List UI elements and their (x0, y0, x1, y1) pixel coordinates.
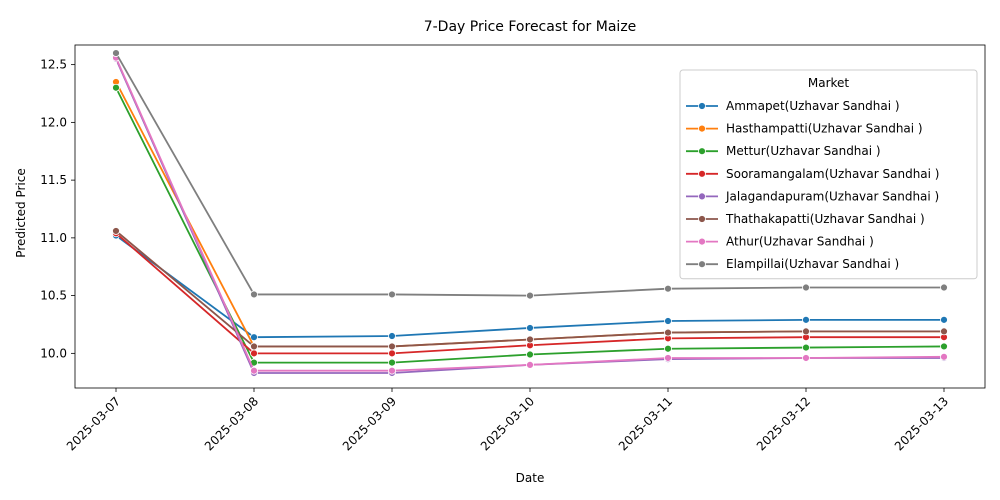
data-point (526, 335, 534, 344)
legend-item: Thathakapatti(Uzhavar Sandhai ) (686, 212, 925, 226)
series-3 (112, 229, 948, 358)
data-point (112, 227, 120, 235)
x-tick-label: 2025-03-08 (202, 394, 261, 453)
data-point (802, 354, 810, 362)
legend-label: Sooramangalam(Uzhavar Sandhai ) (726, 167, 940, 181)
series-7 (112, 49, 948, 300)
legend-label: Mettur(Uzhavar Sandhai ) (726, 144, 881, 158)
y-tick-label: 10.5 (40, 289, 67, 303)
x-axis: 2025-03-07 2025-03-08 2025-03-09 2025-03-10… (64, 388, 951, 453)
legend: Market Ammapet(Uzhavar Sandhai ) Hasthampa… (679, 69, 978, 280)
legend-item: Hasthampatti(Uzhavar Sandhai ) (686, 122, 923, 136)
data-point (526, 350, 534, 359)
y-axis: 10.0 10.5 11.0 11.5 12.0 12.5 (40, 58, 75, 360)
legend-marker (698, 169, 706, 178)
legend-box (679, 69, 978, 280)
data-point (250, 333, 258, 342)
legend-marker (698, 237, 706, 246)
data-point (664, 328, 672, 337)
data-point (388, 290, 396, 299)
series-2 (112, 83, 948, 367)
data-point (940, 283, 948, 292)
data-point (388, 332, 396, 340)
data-point (112, 49, 120, 57)
legend-marker (698, 124, 706, 133)
data-point (388, 349, 396, 358)
y-tick-label: 12.0 (40, 115, 67, 129)
legend-marker (698, 260, 706, 269)
data-point (940, 352, 948, 361)
x-tick-label: 2025-03-12 (754, 394, 813, 453)
y-tick-label: 10.0 (40, 346, 67, 360)
series-6 (112, 53, 948, 375)
data-point (526, 291, 534, 300)
data-point (940, 315, 948, 324)
data-point (802, 343, 810, 352)
legend-item: Mettur(Uzhavar Sandhai ) (686, 144, 881, 158)
data-point (388, 366, 396, 375)
data-point (664, 344, 672, 353)
data-point (940, 342, 948, 351)
series-5 (112, 227, 948, 351)
data-point (802, 315, 810, 324)
data-point (664, 317, 672, 325)
data-point (802, 327, 810, 336)
plot-area (74, 44, 986, 389)
data-point (664, 354, 672, 362)
y-tick-label: 12.5 (40, 58, 67, 72)
chart-title: 7-Day Price Forecast for Maize (424, 19, 637, 35)
data-point (250, 342, 258, 351)
legend-marker (698, 192, 706, 201)
legend-item: Ammapet(Uzhavar Sandhai ) (686, 99, 900, 113)
series-0 (112, 231, 948, 342)
y-axis-label: Predicted Price (14, 168, 28, 257)
data-point (802, 283, 810, 292)
x-tick-label: 2025-03-09 (340, 394, 399, 453)
data-point (388, 358, 396, 367)
legend-marker (698, 215, 706, 223)
x-axis-label: Date (516, 471, 545, 485)
legend-item: Elampillai(Uzhavar Sandhai ) (686, 257, 899, 271)
x-tick-label: 2025-03-07 (64, 394, 123, 453)
x-tick-label: 2025-03-11 (616, 394, 675, 453)
y-tick-label: 11.5 (40, 173, 67, 187)
legend-label: Thathakapatti(Uzhavar Sandhai ) (725, 212, 925, 226)
data-point (112, 83, 120, 92)
legend-item: Jalagandapuram(Uzhavar Sandhai ) (686, 189, 939, 203)
x-tick-label: 2025-03-13 (892, 394, 951, 453)
legend-title: Market (808, 76, 850, 90)
data-point (250, 290, 258, 299)
legend-label: Ammapet(Uzhavar Sandhai ) (726, 99, 900, 113)
data-point (526, 324, 534, 332)
legend-label: Jalagandapuram(Uzhavar Sandhai ) (725, 189, 939, 203)
data-point (250, 366, 258, 375)
legend-label: Hasthampatti(Uzhavar Sandhai ) (726, 122, 923, 136)
data-point (526, 361, 534, 369)
legend-item: Athur(Uzhavar Sandhai ) (686, 235, 874, 249)
data-point (664, 284, 672, 293)
data-point (940, 327, 948, 336)
legend-label: Athur(Uzhavar Sandhai ) (726, 235, 874, 249)
y-tick-label: 11.0 (40, 231, 67, 245)
legend-marker (698, 102, 706, 110)
legend-label: Elampillai(Uzhavar Sandhai ) (726, 257, 899, 271)
legend-marker (698, 147, 706, 156)
data-point (250, 349, 258, 358)
x-tick-label: 2025-03-10 (478, 394, 537, 453)
data-point (388, 342, 396, 351)
legend-item: Sooramangalam(Uzhavar Sandhai ) (686, 167, 940, 181)
